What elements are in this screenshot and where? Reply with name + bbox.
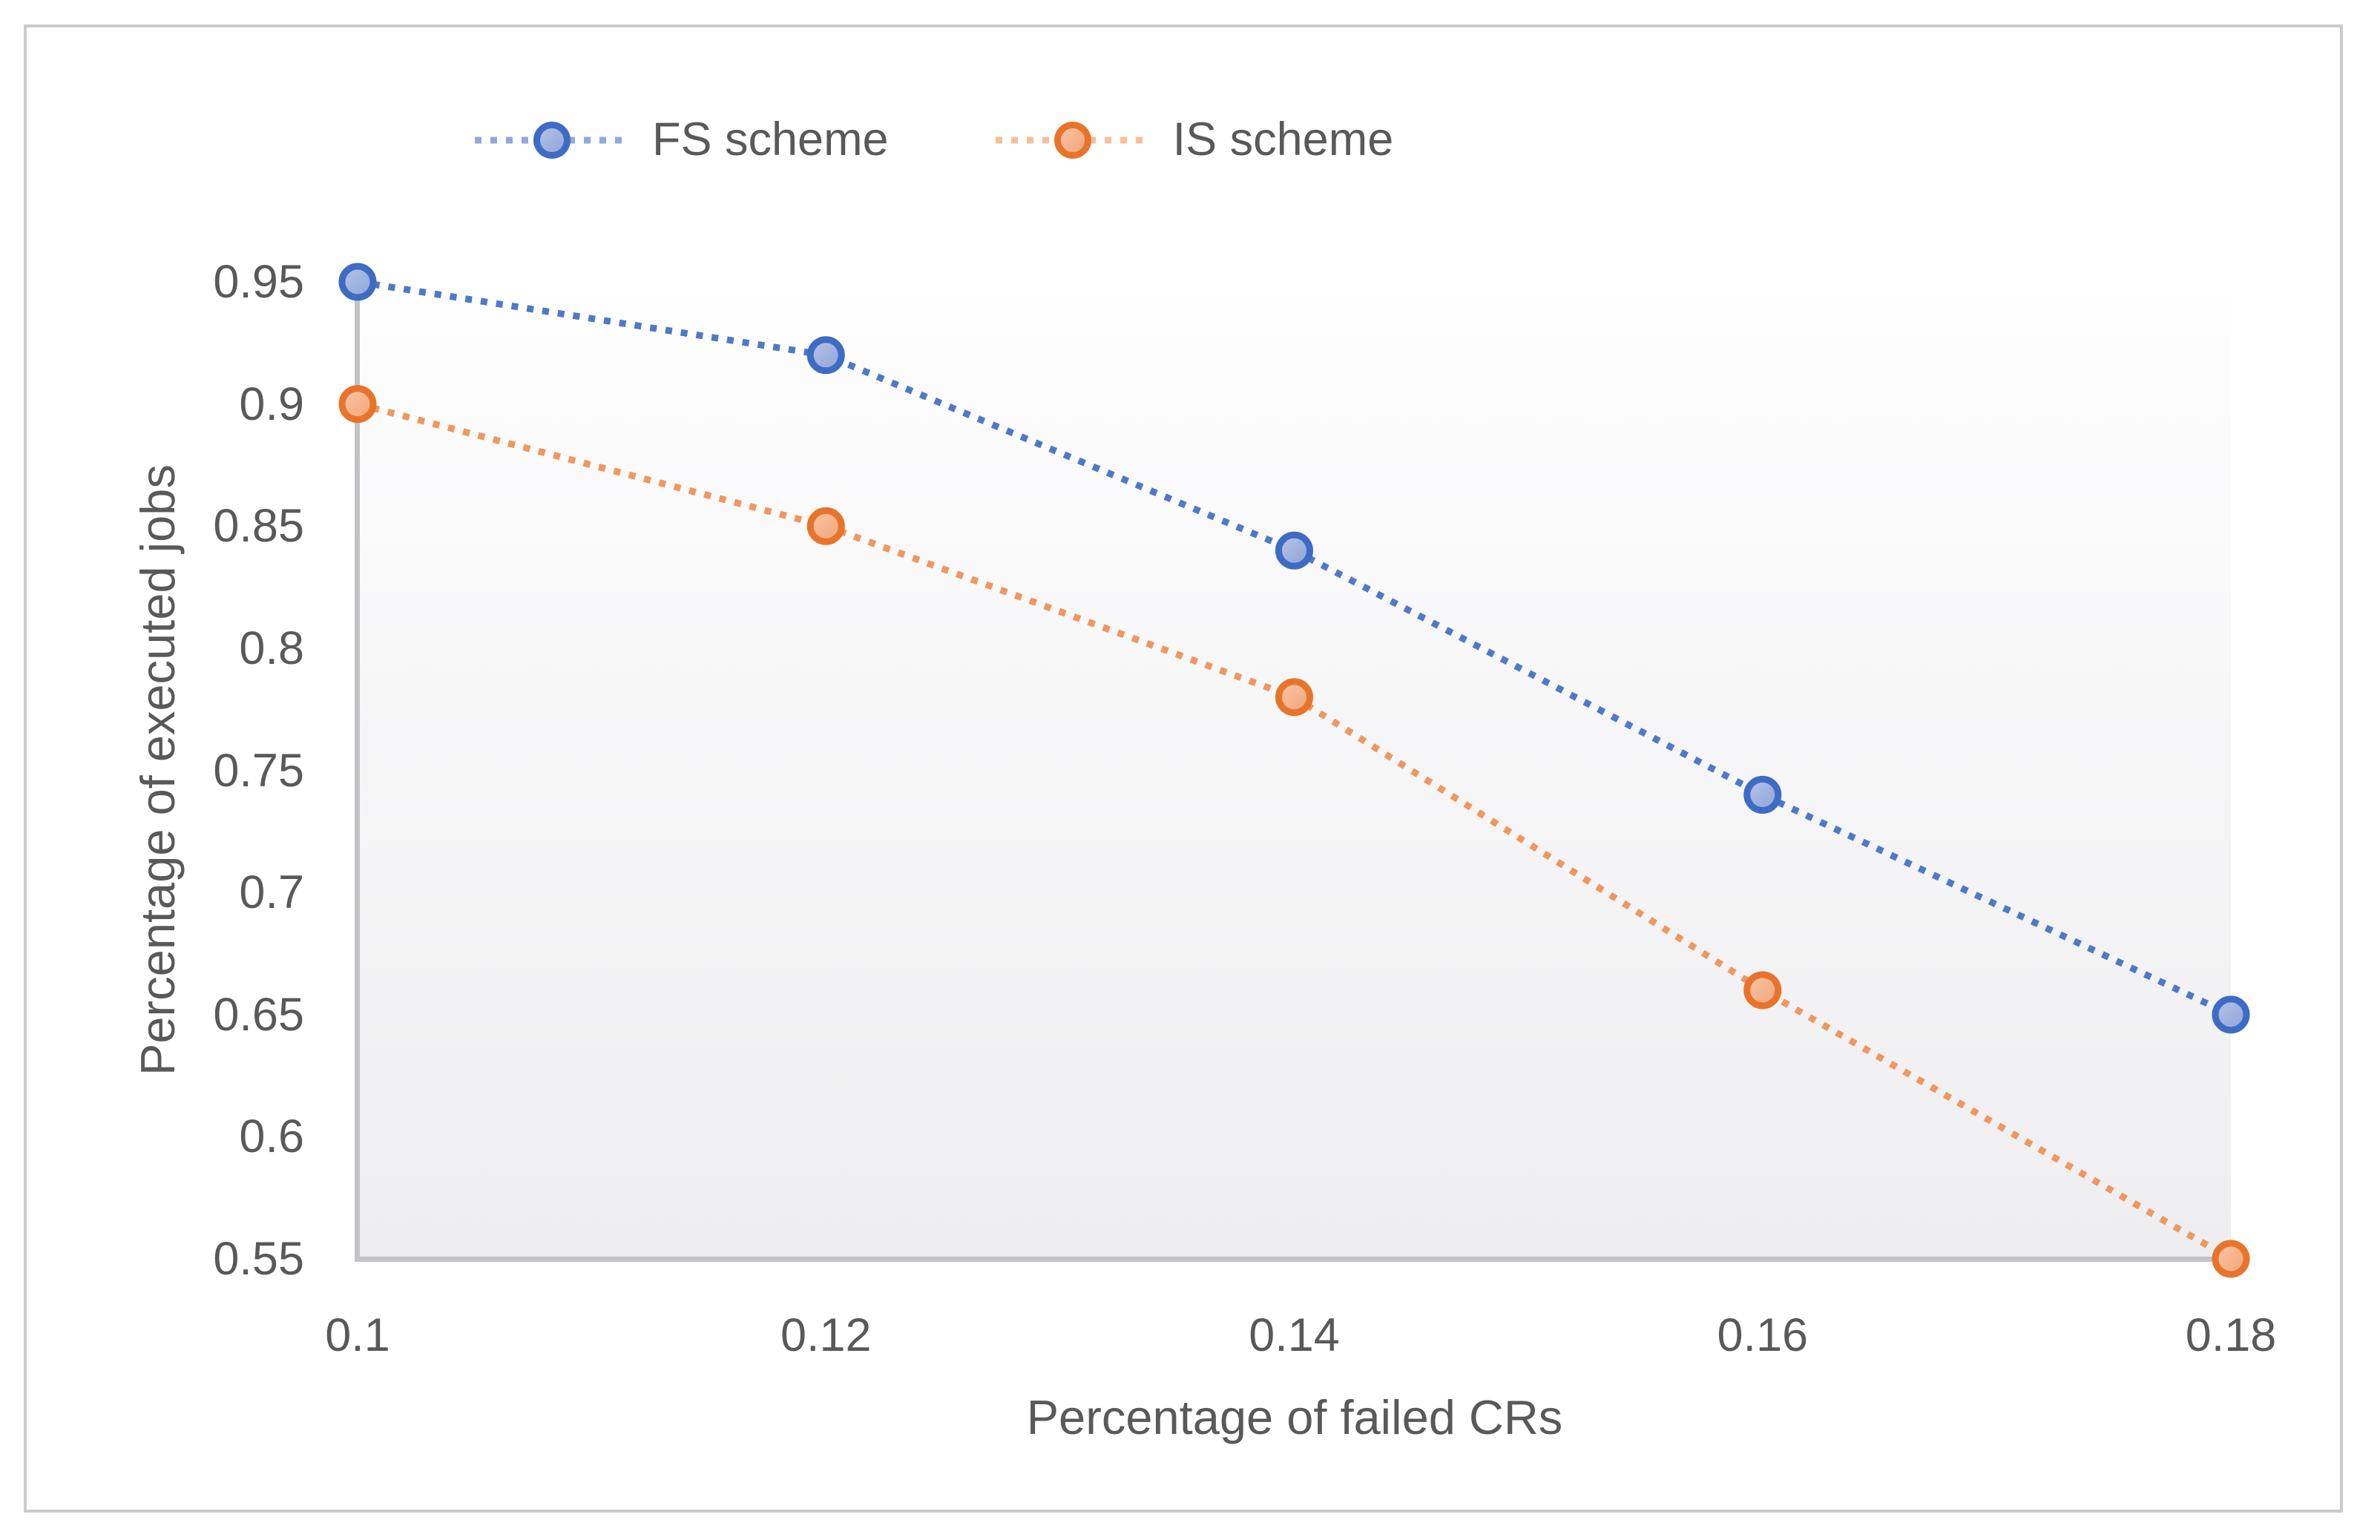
- data-point-is-0.16: [1743, 971, 1782, 1010]
- x-tick-label-0.12: 0.12: [780, 1309, 872, 1361]
- y-tick-label-0.95: 0.95: [213, 256, 304, 308]
- is-scheme-legend-label: IS scheme: [1172, 113, 1394, 165]
- fs-scheme-legend-label: FS scheme: [652, 113, 889, 165]
- legend-item-fs: FS scheme: [473, 113, 889, 166]
- y-tick-label-0.9: 0.9: [239, 378, 304, 430]
- y-axis-line: [355, 280, 360, 1262]
- data-point-is-0.12: [806, 507, 845, 545]
- y-tick-label-0.85: 0.85: [213, 500, 304, 553]
- legend: FS scheme IS scheme: [473, 98, 1393, 181]
- y-axis-title: Percentage of executed jobs: [131, 464, 185, 1076]
- x-axis-line: [355, 1257, 2237, 1262]
- data-point-fs-0.18: [2212, 996, 2250, 1034]
- data-point-is-0.18: [2212, 1240, 2250, 1278]
- chart-border-frame: [24, 24, 2343, 1513]
- y-tick-label-0.7: 0.7: [239, 866, 304, 919]
- plot-area: [358, 282, 2231, 1259]
- y-tick-label-0.55: 0.55: [213, 1233, 304, 1285]
- y-tick-label-0.75: 0.75: [213, 744, 304, 797]
- is-scheme-legend-marker-icon: [994, 119, 1151, 160]
- legend-marker: [1053, 122, 1091, 159]
- series-line-fs: [357, 278, 2232, 1018]
- x-tick-label-0.1: 0.1: [325, 1309, 390, 1361]
- data-point-fs-0.14: [1275, 531, 1313, 570]
- data-point-fs-0.12: [806, 336, 845, 375]
- data-point-fs-0.16: [1743, 775, 1782, 814]
- data-point-fs-0.1: [338, 263, 377, 301]
- data-point-is-0.1: [338, 385, 377, 424]
- y-tick-label-0.8: 0.8: [239, 622, 304, 674]
- fs-scheme-legend-marker-icon: [473, 119, 631, 160]
- data-point-is-0.14: [1275, 678, 1313, 717]
- x-tick-label-0.18: 0.18: [2185, 1309, 2277, 1361]
- legend-marker: [533, 122, 571, 159]
- y-tick-label-0.65: 0.65: [213, 988, 304, 1041]
- x-axis-title: Percentage of failed CRs: [1026, 1390, 1563, 1444]
- x-tick-label-0.14: 0.14: [1249, 1309, 1340, 1361]
- y-tick-label-0.6: 0.6: [239, 1110, 304, 1163]
- legend-item-is: IS scheme: [994, 113, 1394, 166]
- x-tick-label-0.16: 0.16: [1717, 1309, 1809, 1361]
